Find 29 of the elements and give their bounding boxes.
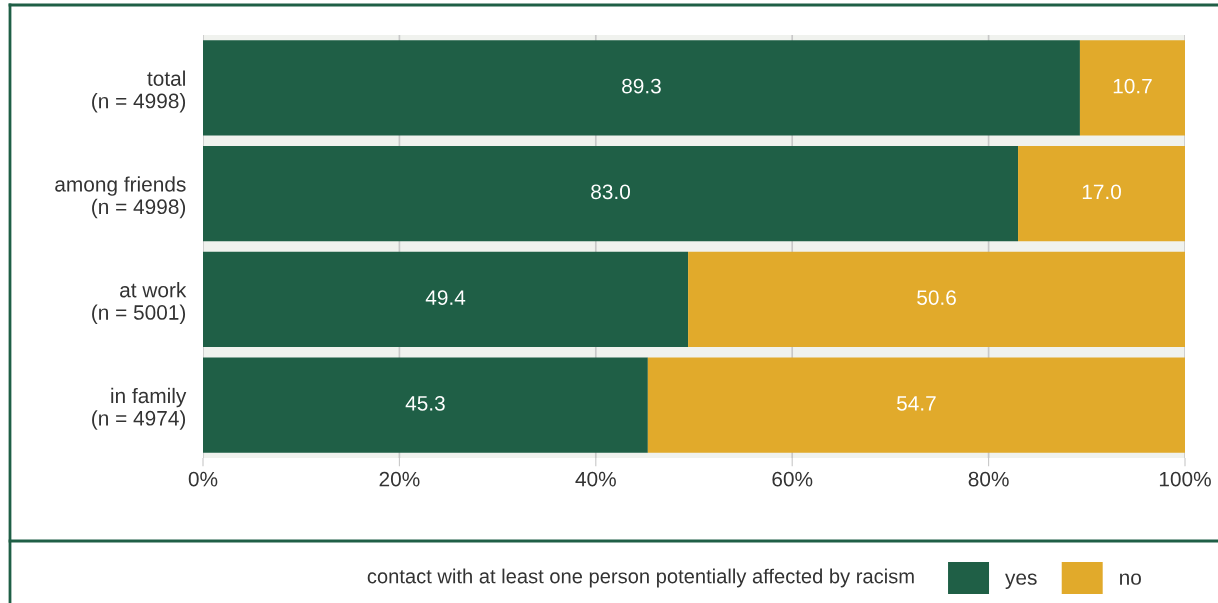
bar <box>1018 146 1185 242</box>
x-tick-label: 80% <box>968 471 1009 487</box>
legend-title: contact with at least one person potentially affected by racism <box>367 568 914 588</box>
y-tick-label: total (n = 4998) <box>92 70 186 113</box>
text: 10.7 <box>1113 78 1152 94</box>
legend-label: yes <box>1005 573 1037 589</box>
y-tick-label: among friends (n = 4998) <box>55 176 186 219</box>
text: 54.7 <box>896 396 936 411</box>
bar <box>203 40 1080 136</box>
bar <box>1079 40 1185 136</box>
legend-label: no <box>1120 573 1141 585</box>
y-tick-label: in family (n = 4974) <box>92 387 187 430</box>
x-tick-label: 40% <box>575 471 616 487</box>
x-tick-label: 20% <box>379 471 420 487</box>
x-tick-label: 60% <box>772 471 813 487</box>
bar <box>647 357 1185 453</box>
x-tick-label: 100% <box>1159 471 1211 487</box>
x-tick-label: 0% <box>188 471 218 487</box>
bar <box>203 251 689 347</box>
bar <box>203 146 1019 242</box>
text: 89.3 <box>622 78 661 94</box>
bar <box>688 251 1185 347</box>
bar <box>203 357 648 453</box>
y-tick-label: at work (n = 5001) <box>92 282 187 324</box>
text: 49.4 <box>425 290 466 305</box>
text: 17.0 <box>1082 184 1121 200</box>
text: 50.6 <box>917 290 956 305</box>
text: 83.0 <box>591 184 630 200</box>
text: 45.3 <box>405 395 445 411</box>
